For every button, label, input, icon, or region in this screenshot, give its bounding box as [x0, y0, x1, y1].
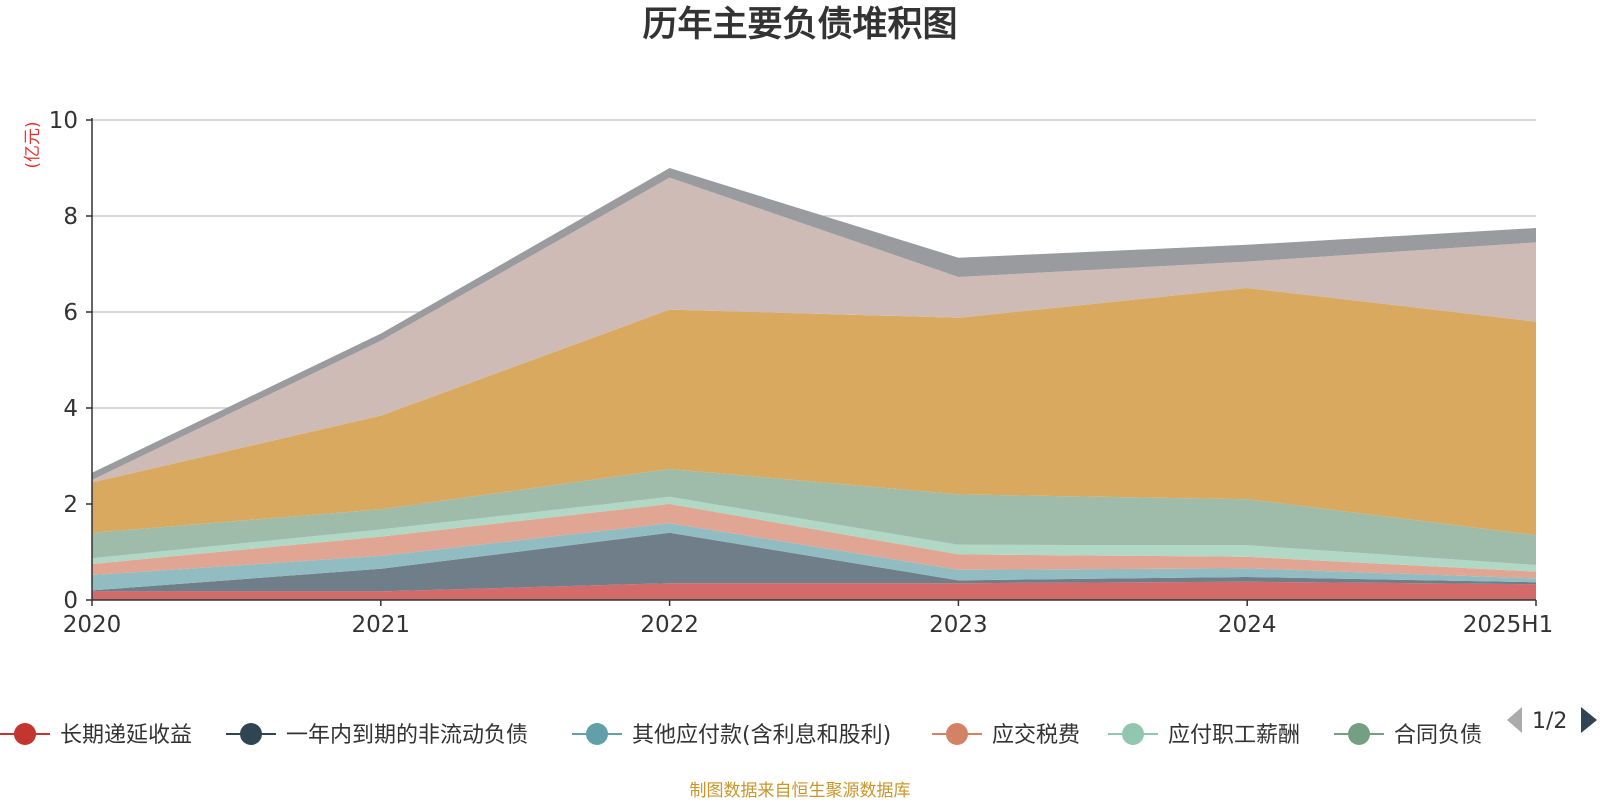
area-series-6	[92, 468, 1536, 565]
y-tick-label: 10	[49, 108, 78, 134]
area-series-2	[92, 532, 1536, 592]
area-series-1	[92, 581, 1536, 600]
y-tick-label: 4	[63, 396, 78, 422]
legend-label: 应交税费	[992, 723, 1080, 748]
area-series-3	[92, 523, 1536, 591]
area-series-8	[92, 177, 1536, 483]
series-areas	[92, 168, 1536, 600]
legend-page-indicator: 1/2	[1532, 709, 1567, 734]
area-series-7	[92, 288, 1536, 536]
y-tick-label: 6	[63, 300, 78, 326]
y-axis-unit-label: (亿元)	[23, 121, 43, 168]
area-series-5	[92, 496, 1536, 572]
legend-item[interactable]: 应付职工薪酬	[1108, 723, 1300, 748]
y-tick-label: 8	[63, 204, 78, 230]
x-tick-label: 2023	[929, 612, 988, 638]
legend-marker-icon	[586, 723, 608, 745]
legend-item[interactable]: 其他应付款(含利息和股利)	[572, 723, 891, 748]
data-source-note: 制图数据来自恒生聚源数据库	[690, 781, 911, 800]
legend-label: 其他应付款(含利息和股利)	[632, 723, 891, 748]
legend-label: 长期递延收益	[60, 723, 192, 748]
x-tick-label: 2021	[352, 612, 411, 638]
legend-item[interactable]: 合同负债	[1334, 723, 1482, 748]
legend-prev-icon[interactable]	[1507, 707, 1522, 733]
x-tick-label: 2022	[640, 612, 699, 638]
legend-next-icon[interactable]	[1581, 707, 1597, 733]
legend-item[interactable]: 应交税费	[932, 723, 1080, 748]
legend-label: 合同负债	[1394, 723, 1482, 748]
legend-pager: 1/2	[1507, 707, 1597, 734]
x-tick-label: 2024	[1218, 612, 1277, 638]
legend-marker-icon	[1348, 723, 1370, 745]
chart-title: 历年主要负债堆积图	[642, 5, 957, 45]
legend-label: 应付职工薪酬	[1168, 723, 1300, 748]
x-tick-label: 2020	[63, 612, 122, 638]
legend-marker-icon	[1122, 723, 1144, 745]
legend-item[interactable]: 一年内到期的非流动负债	[226, 723, 528, 748]
y-tick-label: 0	[63, 588, 78, 614]
legend-label: 一年内到期的非流动负债	[286, 723, 528, 748]
legend-marker-icon	[14, 723, 36, 745]
legend: 长期递延收益 一年内到期的非流动负债 其他应付款(含利息和股利) 应交税费 应付职工薪酬…	[0, 723, 1482, 748]
legend-item[interactable]: 长期递延收益	[0, 723, 192, 748]
legend-marker-icon	[946, 723, 968, 745]
y-tick-label: 2	[63, 492, 78, 518]
area-series-4	[92, 504, 1536, 579]
axes: 0 2 4 6 8 10 2020 2021 2022 2023 2024 2025H1	[49, 108, 1554, 638]
legend-marker-icon	[240, 723, 262, 745]
x-tick-label: 2025H1	[1463, 612, 1553, 638]
